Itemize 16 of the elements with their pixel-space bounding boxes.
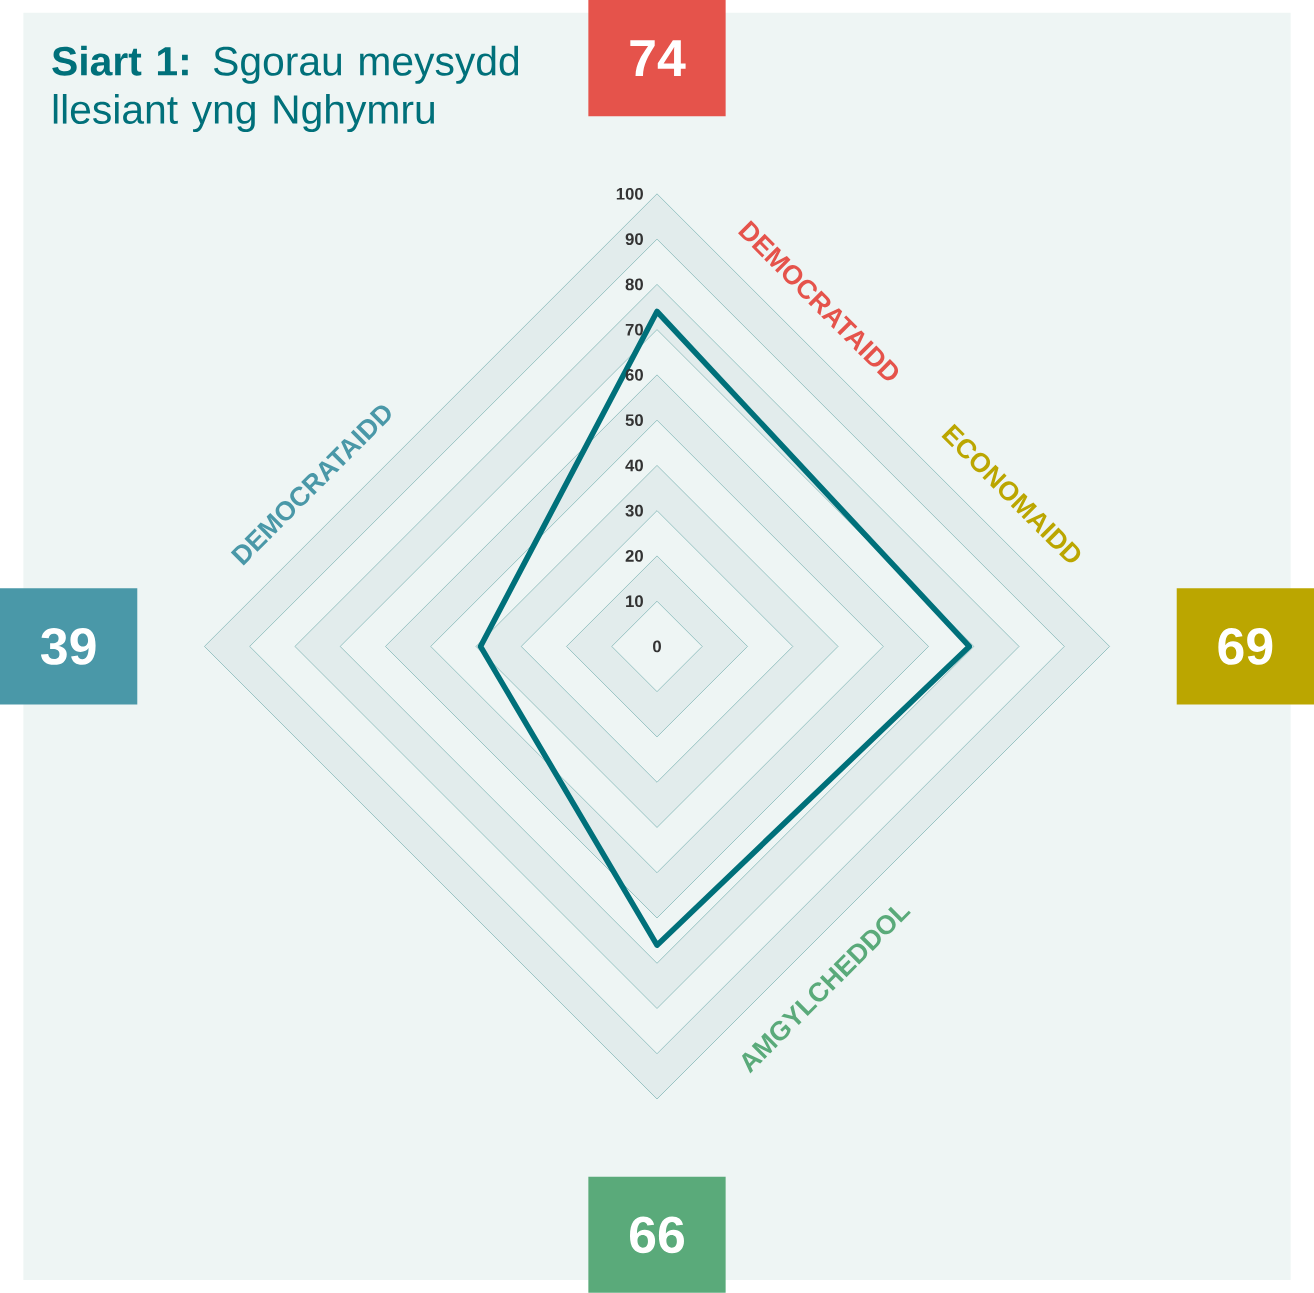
y-tick-label: 70 [625,323,643,336]
y-tick-label: 40 [625,459,643,472]
y-tick-label: 100 [616,187,643,200]
y-tick-label: 60 [625,369,643,381]
y-tick-label: 80 [625,278,643,291]
text: 74 [630,40,686,77]
text: 39 [40,628,96,665]
y-tick-label: 30 [625,504,643,517]
y-tick-label: 0 [653,640,661,653]
y-tick-label: 50 [625,414,643,427]
y-tick-label: 20 [625,550,643,562]
text: 66 [629,1216,684,1254]
chart-title: Siart 1: Sgorau meysydd llesiant yng Nghymru [52,45,519,133]
y-tick-label: 10 [626,595,643,608]
text: 69 [1218,628,1273,665]
y-tick-label: 90 [625,233,643,246]
